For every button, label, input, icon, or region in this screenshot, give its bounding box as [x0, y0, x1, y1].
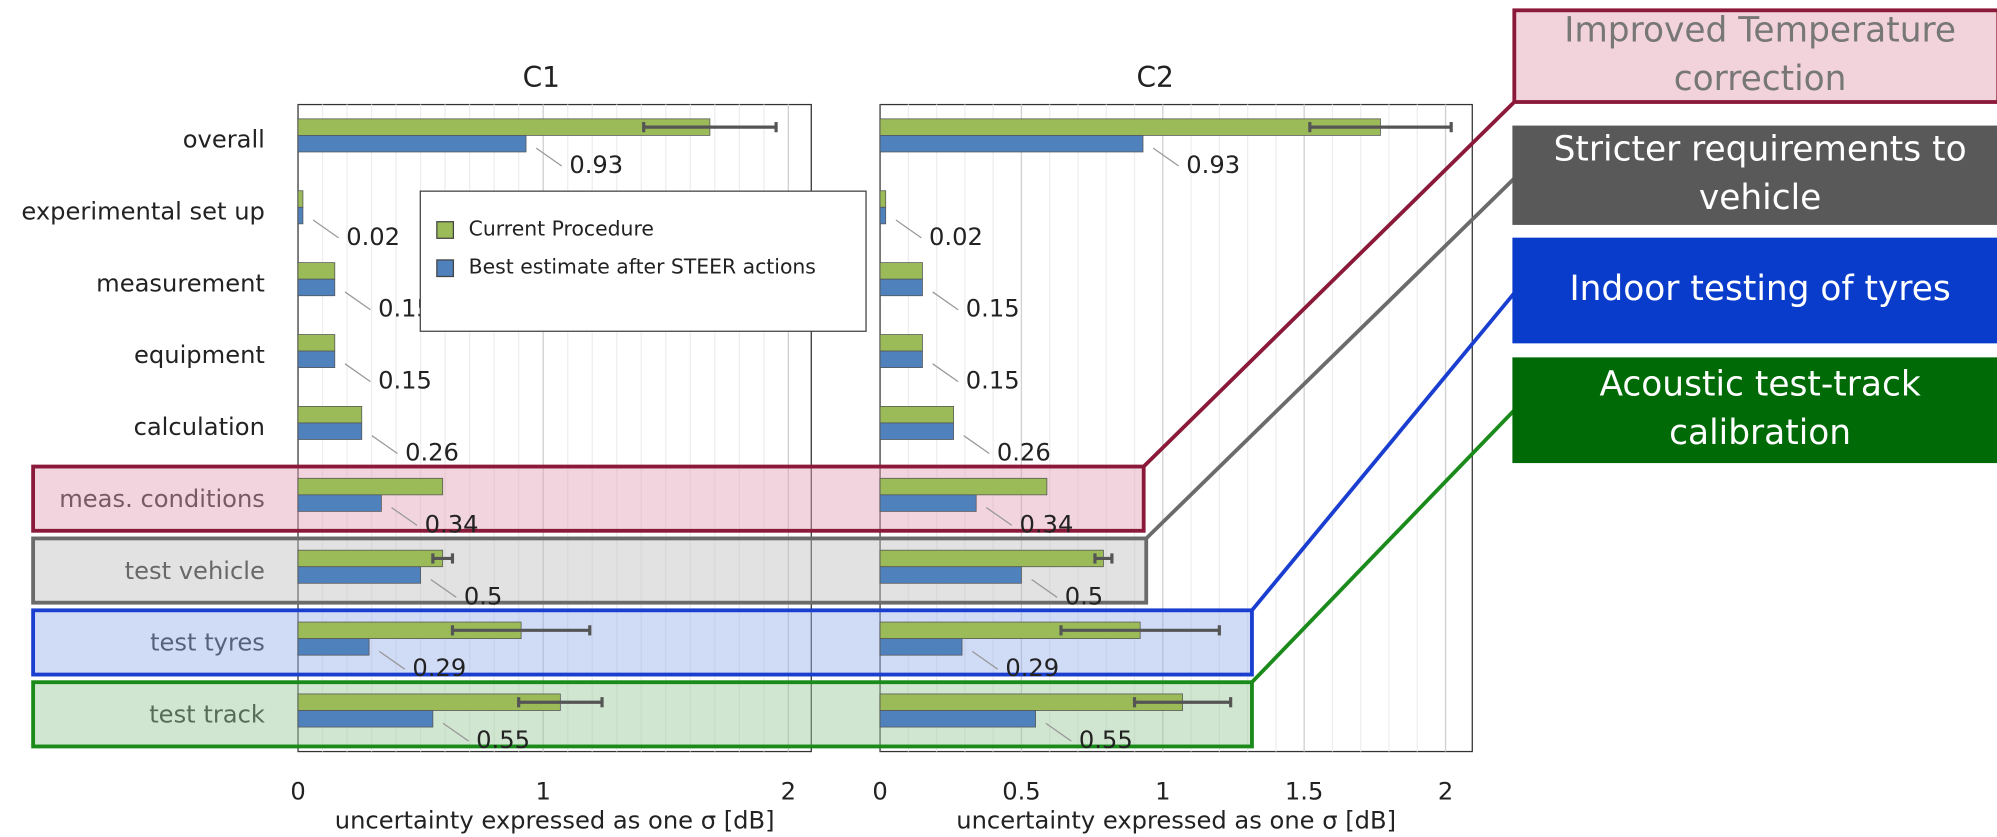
bar [880, 567, 1021, 584]
bar [298, 567, 421, 584]
bar [880, 135, 1143, 152]
callout-text: Improved Temperature [1564, 10, 1956, 50]
bar [298, 135, 526, 152]
bar [880, 279, 922, 296]
row-highlight [33, 467, 1144, 531]
chart: 0 1 2 C1 uncertainty expressed as one σ [dB]… [0, 0, 1997, 837]
bar [298, 550, 443, 567]
x-tick-label: 0 [872, 777, 887, 805]
bar [880, 351, 922, 368]
bar [298, 711, 433, 728]
value-label: 0.93 [1186, 151, 1240, 179]
bar [880, 191, 886, 208]
value-label: 0.55 [476, 726, 530, 754]
bar [298, 478, 443, 495]
value-label: 0.34 [425, 510, 479, 538]
x-tick-label: 1 [1155, 777, 1170, 805]
x-tick-label: 1.5 [1285, 777, 1323, 805]
x-tick-label: 2 [781, 777, 796, 805]
row-highlight [33, 610, 1252, 674]
value-label: 0.15 [966, 367, 1020, 395]
callout-text: calibration [1669, 413, 1851, 453]
leader-line [536, 148, 561, 166]
bar [298, 406, 362, 423]
bar [880, 335, 922, 352]
x-tick-label: 0 [290, 777, 305, 805]
bar [298, 191, 303, 208]
value-label: 0.5 [1065, 582, 1103, 610]
leader-line [345, 364, 370, 382]
category-label: measurement [96, 269, 265, 297]
row-highlight [33, 682, 1252, 746]
leader-line [313, 220, 338, 238]
bar [880, 495, 976, 512]
value-label: 0.29 [412, 654, 466, 682]
bar [880, 406, 954, 423]
legend-label: Best estimate after STEER actions [469, 255, 816, 279]
x-axis-label: uncertainty expressed as one σ [dB] [956, 807, 1396, 835]
bar [298, 639, 369, 656]
x-axis-label: uncertainty expressed as one σ [dB] [335, 807, 775, 835]
bar [880, 119, 1380, 136]
value-label: 0.29 [1005, 654, 1059, 682]
bar [298, 423, 362, 440]
bar [298, 335, 335, 352]
bar [880, 711, 1036, 728]
legend-label: Current Procedure [469, 216, 654, 240]
x-tick-label: 2 [1438, 777, 1453, 805]
callout-text: correction [1674, 59, 1847, 99]
value-label: 0.02 [929, 223, 983, 251]
bar [298, 351, 335, 368]
value-label: 0.93 [569, 151, 623, 179]
bar [880, 263, 922, 280]
value-label: 0.15 [966, 295, 1020, 323]
leader-line [372, 436, 397, 454]
leader-line [1153, 148, 1178, 166]
value-label: 0.5 [464, 582, 502, 610]
value-label: 0.26 [997, 439, 1051, 467]
leader-line [345, 292, 370, 310]
value-label: 0.15 [378, 367, 432, 395]
category-label: experimental set up [21, 197, 265, 225]
bar [880, 550, 1103, 567]
callout-text: Stricter requirements to [1554, 130, 1967, 170]
legend-swatch [437, 222, 454, 239]
category-label: equipment [134, 341, 265, 369]
bar [880, 207, 886, 224]
leader-line [964, 436, 989, 454]
callout-text: Indoor testing of tyres [1569, 269, 1950, 309]
bar [298, 207, 303, 224]
bar [298, 279, 335, 296]
value-label: 0.55 [1079, 726, 1133, 754]
category-label: overall [183, 126, 265, 154]
x-tick-label: 0.5 [1002, 777, 1040, 805]
callout-text: Acoustic test-track [1599, 365, 1920, 405]
value-label: 0.02 [346, 223, 400, 251]
bar [298, 495, 381, 512]
bar [298, 263, 335, 280]
bar [880, 478, 1047, 495]
value-label: 0.34 [1019, 510, 1073, 538]
x-tick-label: 1 [535, 777, 550, 805]
legend-swatch [437, 260, 454, 277]
bar [880, 423, 954, 440]
value-label: 0.26 [405, 439, 459, 467]
category-label: calculation [134, 413, 265, 441]
chart-title: C1 [523, 61, 560, 94]
chart-title: C2 [1136, 61, 1173, 94]
callout-text: vehicle [1699, 178, 1821, 218]
bar [880, 639, 962, 656]
